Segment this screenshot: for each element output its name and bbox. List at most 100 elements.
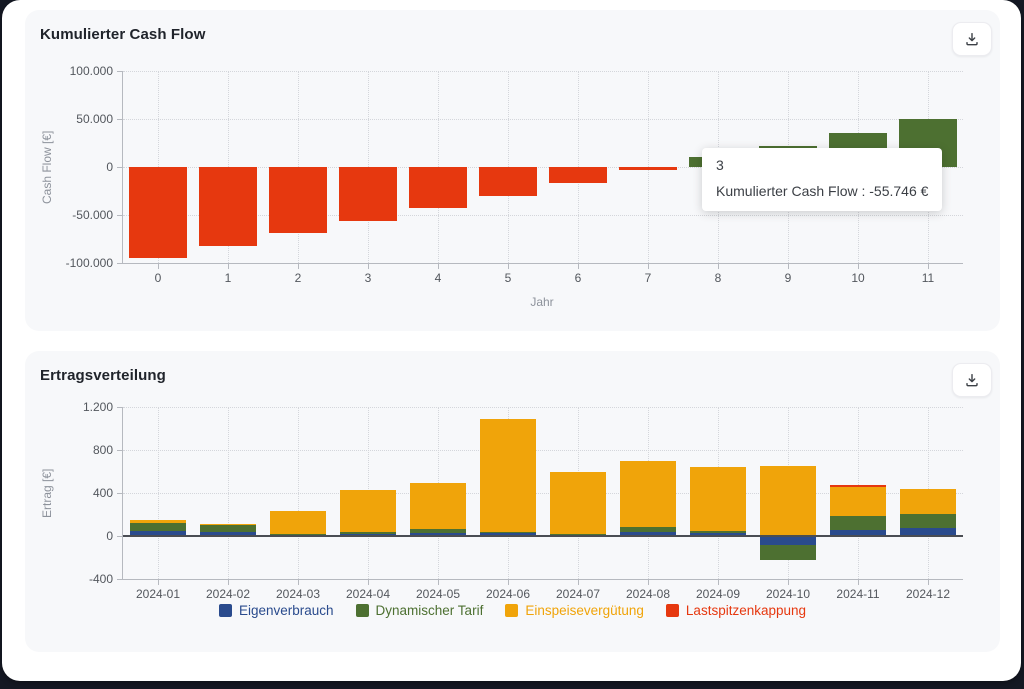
tooltip-value: Kumulierter Cash Flow : -55.746 € bbox=[716, 183, 929, 199]
gridline-horizontal bbox=[123, 119, 963, 120]
bar-2024-09-Eigenverbrauch[interactable] bbox=[689, 532, 747, 536]
bar-2024-03-Einspeisevergütung[interactable] bbox=[269, 511, 327, 535]
x-tick-mark bbox=[578, 579, 579, 585]
bar-2024-07-Dynamischer Tarif[interactable] bbox=[549, 534, 607, 535]
x-tick-mark bbox=[928, 579, 929, 585]
x-tick-label: 2 bbox=[294, 271, 302, 285]
bar-2024-09-Dynamischer Tarif[interactable] bbox=[689, 531, 747, 533]
bar-2024-01-Einspeisevergütung[interactable] bbox=[129, 520, 187, 523]
bar-year-1[interactable] bbox=[198, 167, 258, 246]
gridline-horizontal bbox=[123, 450, 963, 451]
legend-swatch bbox=[218, 604, 232, 617]
bar-2024-11-Einspeisevergütung[interactable] bbox=[829, 486, 887, 517]
bar-2024-06-Eigenverbrauch[interactable] bbox=[479, 533, 537, 536]
x-tick-mark bbox=[788, 263, 789, 269]
gridline-horizontal bbox=[123, 215, 963, 216]
x-tick-label: 6 bbox=[574, 271, 582, 285]
x-tick-mark bbox=[718, 263, 719, 269]
y-tick-label: 100.000 bbox=[69, 64, 113, 78]
bar-2024-12-Eigenverbrauch[interactable] bbox=[899, 528, 957, 536]
x-tick-mark bbox=[928, 263, 929, 269]
x-tick-mark bbox=[508, 579, 509, 585]
x-tick-mark bbox=[368, 579, 369, 585]
x-tick-mark bbox=[508, 263, 509, 269]
bar-2024-07-Einspeisevergütung[interactable] bbox=[549, 471, 607, 535]
cash-flow-card-title: Kumulierter Cash Flow bbox=[40, 26, 206, 43]
gridline-horizontal bbox=[123, 407, 963, 408]
bar-2024-04-Einspeisevergütung[interactable] bbox=[339, 489, 397, 533]
legend-swatch bbox=[355, 604, 369, 617]
bar-2024-06-Dynamischer Tarif[interactable] bbox=[479, 531, 537, 534]
bar-2024-10-Einspeisevergütung[interactable] bbox=[759, 466, 817, 536]
bar-year-5[interactable] bbox=[478, 167, 538, 196]
y-tick-label: 0 bbox=[106, 529, 113, 543]
x-tick-mark bbox=[858, 579, 859, 585]
zero-axis-line bbox=[123, 535, 963, 537]
gridline-vertical bbox=[158, 407, 159, 579]
x-tick-label: 2024-11 bbox=[836, 587, 880, 601]
legend-item-Lastspitzenkappung[interactable]: Lastspitzenkappung bbox=[665, 603, 806, 618]
cash-flow-card: Kumulierter Cash Flow Cash Flow [€] 100.… bbox=[25, 10, 1000, 331]
x-tick-label: 2024-05 bbox=[415, 587, 461, 601]
ertrag-card: Ertragsverteilung Ertrag [€] 1.200 800 400… bbox=[25, 351, 1000, 652]
x-tick-label: 1 bbox=[224, 271, 232, 285]
bar-2024-08-Eigenverbrauch[interactable] bbox=[619, 531, 677, 536]
x-tick-mark bbox=[578, 263, 579, 269]
bar-2024-02-Eigenverbrauch[interactable] bbox=[199, 531, 257, 536]
gridline-horizontal bbox=[123, 493, 963, 494]
bar-2024-08-Einspeisevergütung[interactable] bbox=[619, 460, 677, 527]
bar-2024-11-Lastspitzenkappung[interactable] bbox=[829, 485, 887, 487]
gridline-horizontal bbox=[123, 71, 963, 72]
x-tick-label: 7 bbox=[644, 271, 652, 285]
y-tick-mark bbox=[117, 71, 123, 72]
bar-2024-06-Einspeisevergütung[interactable] bbox=[479, 419, 537, 532]
bar-year-7[interactable] bbox=[618, 167, 678, 171]
bar-2024-04-Dynamischer Tarif[interactable] bbox=[339, 532, 397, 534]
x-tick-label: 2024-03 bbox=[275, 587, 321, 601]
bar-2024-02-Einspeisevergütung[interactable] bbox=[199, 524, 257, 526]
y-tick-mark bbox=[117, 536, 123, 537]
x-tick-mark bbox=[648, 263, 649, 269]
legend-item-Einspeisevergütung[interactable]: Einspeisevergütung bbox=[505, 603, 644, 618]
bar-2024-09-Einspeisevergütung[interactable] bbox=[689, 467, 747, 532]
bar-2024-12-Einspeisevergütung[interactable] bbox=[899, 489, 957, 514]
bar-2024-05-Einspeisevergütung[interactable] bbox=[409, 483, 467, 530]
bar-year-4[interactable] bbox=[408, 167, 468, 209]
x-tick-mark bbox=[648, 579, 649, 585]
bar-2024-03-Dynamischer Tarif[interactable] bbox=[269, 534, 327, 536]
cash-flow-y-axis-title: Cash Flow [€] bbox=[40, 130, 54, 204]
bar-2024-01-Eigenverbrauch[interactable] bbox=[129, 531, 187, 536]
bar-2024-10-Eigenverbrauch[interactable] bbox=[759, 536, 817, 545]
bar-2024-12-Dynamischer Tarif[interactable] bbox=[899, 513, 957, 529]
bar-2024-10-Dynamischer Tarif[interactable] bbox=[759, 544, 817, 560]
legend-item-Dynamischer Tarif[interactable]: Dynamischer Tarif bbox=[355, 603, 483, 618]
bar-year-0[interactable] bbox=[128, 167, 188, 259]
bar-2024-05-Eigenverbrauch[interactable] bbox=[409, 532, 467, 536]
bar-2024-01-Dynamischer Tarif[interactable] bbox=[129, 522, 187, 532]
bar-2024-05-Dynamischer Tarif[interactable] bbox=[409, 529, 467, 533]
x-tick-label: 2024-10 bbox=[765, 587, 811, 601]
bar-2024-02-Dynamischer Tarif[interactable] bbox=[199, 525, 257, 532]
y-tick-label: -400 bbox=[88, 572, 113, 586]
bar-year-2[interactable] bbox=[268, 167, 328, 234]
x-tick-mark bbox=[228, 579, 229, 585]
x-tick-label: 3 bbox=[364, 271, 372, 285]
x-tick-mark bbox=[438, 263, 439, 269]
legend-swatch bbox=[505, 604, 519, 617]
bar-2024-08-Dynamischer Tarif[interactable] bbox=[619, 526, 677, 532]
download-icon bbox=[964, 31, 980, 47]
legend-item-Eigenverbrauch[interactable]: Eigenverbrauch bbox=[218, 603, 334, 618]
legend-label: Einspeisevergütung bbox=[525, 603, 644, 618]
bar-2024-11-Dynamischer Tarif[interactable] bbox=[829, 516, 887, 530]
bar-year-6[interactable] bbox=[548, 167, 608, 184]
bar-year-3[interactable] bbox=[338, 167, 398, 221]
ertrag-download-button[interactable] bbox=[952, 363, 992, 397]
x-tick-label: 2024-08 bbox=[625, 587, 671, 601]
x-tick-mark bbox=[788, 579, 789, 585]
cash-flow-download-button[interactable] bbox=[952, 22, 992, 56]
x-tick-mark bbox=[228, 263, 229, 269]
y-tick-mark bbox=[117, 167, 123, 168]
bar-2024-11-Eigenverbrauch[interactable] bbox=[829, 529, 887, 536]
y-tick-label: 50.000 bbox=[76, 112, 113, 126]
bar-2024-04-Eigenverbrauch[interactable] bbox=[339, 533, 397, 536]
